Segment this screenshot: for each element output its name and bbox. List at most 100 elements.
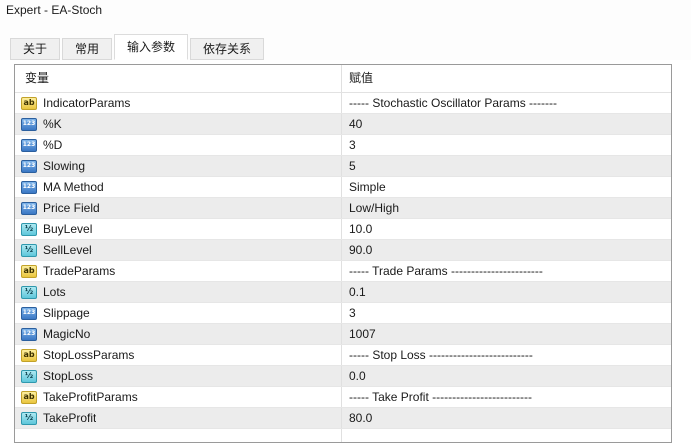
param-value-cell[interactable]: 5	[341, 156, 671, 176]
double-type-icon: ½	[21, 369, 37, 383]
integer-type-icon: 123	[21, 201, 37, 215]
param-value-cell[interactable]: ----- Trade Params ---------------------…	[341, 261, 671, 281]
param-name-cell: ab StopLossParams	[15, 345, 341, 365]
table-row[interactable]: 123 MagicNo 1007	[15, 324, 671, 345]
param-value: 10.0	[349, 222, 373, 236]
param-name-cell: ab TradeParams	[15, 261, 341, 281]
param-value-cell[interactable]: 3	[341, 135, 671, 155]
param-value-cell[interactable]: 40	[341, 114, 671, 134]
string-type-icon: ab	[21, 348, 37, 362]
table-row[interactable]: 123 %K 40	[15, 114, 671, 135]
param-name: StopLoss	[43, 369, 94, 383]
param-value-cell[interactable]: 10.0	[341, 219, 671, 239]
column-header-variable: 变量	[25, 71, 50, 85]
param-value: ----- Trade Params ---------------------…	[349, 264, 543, 278]
table-row[interactable]: 123 Price Field Low/High	[15, 198, 671, 219]
param-name-cell: ab IndicatorParams	[15, 93, 341, 113]
table-row[interactable]: ab StopLossParams ----- Stop Loss ------…	[15, 345, 671, 366]
integer-type-icon: 123	[21, 159, 37, 173]
integer-type-icon: 123	[21, 138, 37, 152]
param-name: SellLevel	[43, 243, 92, 257]
tab-about[interactable]: 关于	[10, 38, 61, 60]
param-value-cell[interactable]: ----- Stop Loss ------------------------…	[341, 345, 671, 365]
param-value-cell[interactable]: 0.0	[341, 366, 671, 386]
param-value-cell[interactable]: 80.0	[341, 408, 671, 428]
param-name-cell: 123 Slowing	[15, 156, 341, 176]
tab-dependencies[interactable]: 依存关系	[190, 38, 265, 60]
param-name-cell: 123 MagicNo	[15, 324, 341, 344]
param-name-cell: 123 %K	[15, 114, 341, 134]
param-value: ----- Stop Loss ------------------------…	[349, 348, 533, 362]
integer-type-icon: 123	[21, 327, 37, 341]
param-value-cell[interactable]: Low/High	[341, 198, 671, 218]
string-type-icon: ab	[21, 264, 37, 278]
param-name: IndicatorParams	[43, 96, 131, 110]
table-row[interactable]: ab IndicatorParams ----- Stochastic Osci…	[15, 93, 671, 114]
table-row[interactable]: ½ StopLoss 0.0	[15, 366, 671, 387]
param-name: Slippage	[43, 306, 90, 320]
param-value: Low/High	[349, 201, 400, 215]
param-name: MA Method	[43, 180, 104, 194]
param-name-cell: ½ BuyLevel	[15, 219, 341, 239]
param-name: StopLossParams	[43, 348, 135, 362]
param-name: Slowing	[43, 159, 86, 173]
param-name-cell: 123 MA Method	[15, 177, 341, 197]
integer-type-icon: 123	[21, 117, 37, 131]
param-rows: ab IndicatorParams ----- Stochastic Osci…	[15, 93, 671, 429]
double-type-icon: ½	[21, 285, 37, 299]
table-row[interactable]: 123 MA Method Simple	[15, 177, 671, 198]
param-name: Price Field	[43, 201, 100, 215]
param-name: %K	[43, 117, 62, 131]
window-title: Expert - EA-Stoch	[6, 3, 103, 17]
param-value: Simple	[349, 180, 386, 194]
param-name: TakeProfit	[43, 411, 97, 425]
double-type-icon: ½	[21, 243, 37, 257]
param-name: BuyLevel	[43, 222, 93, 236]
param-value: 0.0	[349, 369, 366, 383]
param-value: 3	[349, 138, 356, 152]
param-name-cell: 123 Price Field	[15, 198, 341, 218]
table-row[interactable]: ½ BuyLevel 10.0	[15, 219, 671, 240]
table-row[interactable]: ab TakeProfitParams ----- Take Profit --…	[15, 387, 671, 408]
param-value-cell[interactable]: 1007	[341, 324, 671, 344]
param-name-cell: ab TakeProfitParams	[15, 387, 341, 407]
tab-common[interactable]: 常用	[62, 38, 113, 60]
column-header-value: 赋值	[341, 65, 671, 92]
table-row[interactable]: ½ TakeProfit 80.0	[15, 408, 671, 429]
param-value: 5	[349, 159, 356, 173]
param-name: %D	[43, 138, 63, 152]
table-header-row: 变量 赋值	[15, 65, 671, 93]
param-value-cell[interactable]: 0.1	[341, 282, 671, 302]
double-type-icon: ½	[21, 222, 37, 236]
param-value-cell[interactable]: 90.0	[341, 240, 671, 260]
param-name-cell: ½ TakeProfit	[15, 408, 341, 428]
param-name-cell: 123 Slippage	[15, 303, 341, 323]
param-value: 1007	[349, 327, 376, 341]
param-name: TakeProfitParams	[43, 390, 138, 404]
integer-type-icon: 123	[21, 180, 37, 194]
parameters-table: 变量 赋值 ab IndicatorParams ----- Stochasti…	[14, 64, 672, 443]
table-row[interactable]: 123 %D 3	[15, 135, 671, 156]
table-row[interactable]: ab TradeParams ----- Trade Params ------…	[15, 261, 671, 282]
param-value-cell[interactable]: 3	[341, 303, 671, 323]
param-value: 90.0	[349, 243, 373, 257]
param-name: TradeParams	[43, 264, 116, 278]
param-value: ----- Stochastic Oscillator Params -----…	[349, 96, 558, 110]
param-value: 3	[349, 306, 356, 320]
string-type-icon: ab	[21, 96, 37, 110]
param-value-cell[interactable]: ----- Stochastic Oscillator Params -----…	[341, 93, 671, 113]
param-name-cell: ½ SellLevel	[15, 240, 341, 260]
table-row[interactable]: ½ SellLevel 90.0	[15, 240, 671, 261]
param-value: 80.0	[349, 411, 373, 425]
param-value-cell[interactable]: Simple	[341, 177, 671, 197]
inputs-tab-page: 变量 赋值 ab IndicatorParams ----- Stochasti…	[0, 60, 691, 443]
string-type-icon: ab	[21, 390, 37, 404]
table-row[interactable]: 123 Slowing 5	[15, 156, 671, 177]
table-row[interactable]: ½ Lots 0.1	[15, 282, 671, 303]
param-value: 0.1	[349, 285, 366, 299]
tab-inputs[interactable]: 输入参数	[114, 34, 189, 60]
param-name-cell: ½ StopLoss	[15, 366, 341, 386]
table-row[interactable]: 123 Slippage 3	[15, 303, 671, 324]
param-value-cell[interactable]: ----- Take Profit ----------------------…	[341, 387, 671, 407]
param-name: MagicNo	[43, 327, 91, 341]
